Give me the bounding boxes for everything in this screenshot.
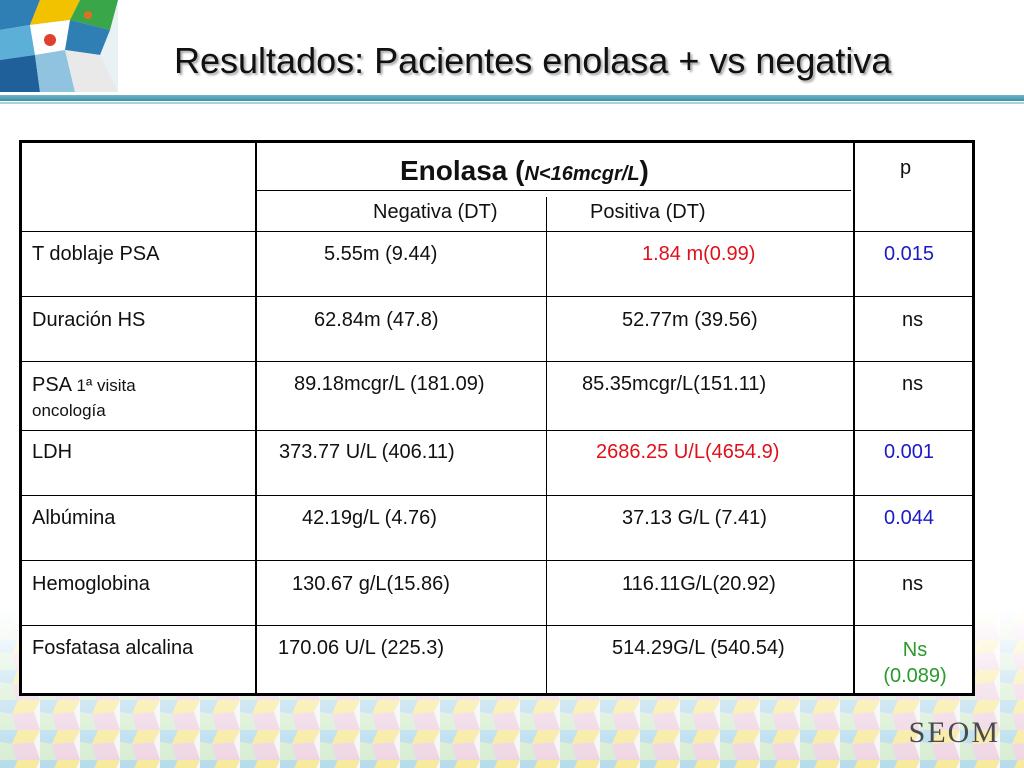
slide-title: Resultados: Pacientes enolasa + vs negat… <box>174 40 892 81</box>
title-rule <box>0 95 1024 101</box>
row-label: Albúmina <box>32 507 116 529</box>
neg-value: 42.19g/L (4.76) <box>302 507 437 529</box>
neg-value: 130.67 g/L(15.86) <box>292 573 450 595</box>
negativa-header: Negativa (DT) <box>373 201 498 223</box>
pos-value: 37.13 G/L (7.41) <box>622 507 767 529</box>
p-value: ns <box>902 309 924 331</box>
pos-value: 52.77m (39.56) <box>622 309 758 331</box>
neg-value: 62.84m (47.8) <box>314 309 439 331</box>
pos-value: 116.11G/L(20.92) <box>622 573 776 595</box>
p-value: Ns (0.089) <box>883 639 947 687</box>
seom-logo: SEOM <box>908 716 1000 749</box>
pos-value: 514.29G/L (540.54) <box>612 637 785 659</box>
row-label: LDH <box>32 441 73 463</box>
header-underline <box>257 190 851 191</box>
p-value: 0.044 <box>884 507 935 529</box>
neg-value: 373.77 U/L (406.11) <box>279 441 455 463</box>
row-divider <box>22 361 972 362</box>
col-divider <box>546 197 547 693</box>
row-label: Fosfatasa alcalina <box>32 637 194 659</box>
neg-value: 170.06 U/L (225.3) <box>278 637 445 659</box>
enolasa-header: Enolasa (N<16mcgr/L) <box>400 155 649 186</box>
neg-value: 89.18mcgr/L (181.09) <box>294 373 485 395</box>
row-label: T doblaje PSA <box>32 243 160 265</box>
col-divider <box>255 143 257 693</box>
p-value: 0.001 <box>884 441 935 463</box>
row-divider <box>22 296 972 297</box>
title-rule-thin <box>0 102 1024 104</box>
row-divider <box>22 231 972 232</box>
row-divider <box>22 560 972 561</box>
pos-value: 2686.25 U/L(4654.9) <box>596 441 780 463</box>
p-value: ns <box>902 573 924 595</box>
p-header: p <box>900 157 912 179</box>
p-value: 0.015 <box>884 243 935 265</box>
row-label: Duración HS <box>32 309 146 331</box>
col-divider <box>853 143 855 693</box>
row-label: PSA 1ª visita oncología <box>32 374 136 420</box>
row-divider <box>22 625 972 626</box>
p-value: ns <box>902 373 924 395</box>
row-divider <box>22 430 972 431</box>
row-divider <box>22 495 972 496</box>
pos-value: 1.84 m(0.99) <box>642 243 756 265</box>
neg-value: 5.55m (9.44) <box>324 243 438 265</box>
results-table: Enolasa (N<16mcgr/L) p Negativa (DT) Pos… <box>19 140 975 696</box>
mosaic-logo <box>0 0 118 92</box>
row-label: Hemoglobina <box>32 573 150 595</box>
positiva-header: Positiva (DT) <box>590 201 706 223</box>
pos-value: 85.35mcgr/L(151.11) <box>582 373 767 395</box>
